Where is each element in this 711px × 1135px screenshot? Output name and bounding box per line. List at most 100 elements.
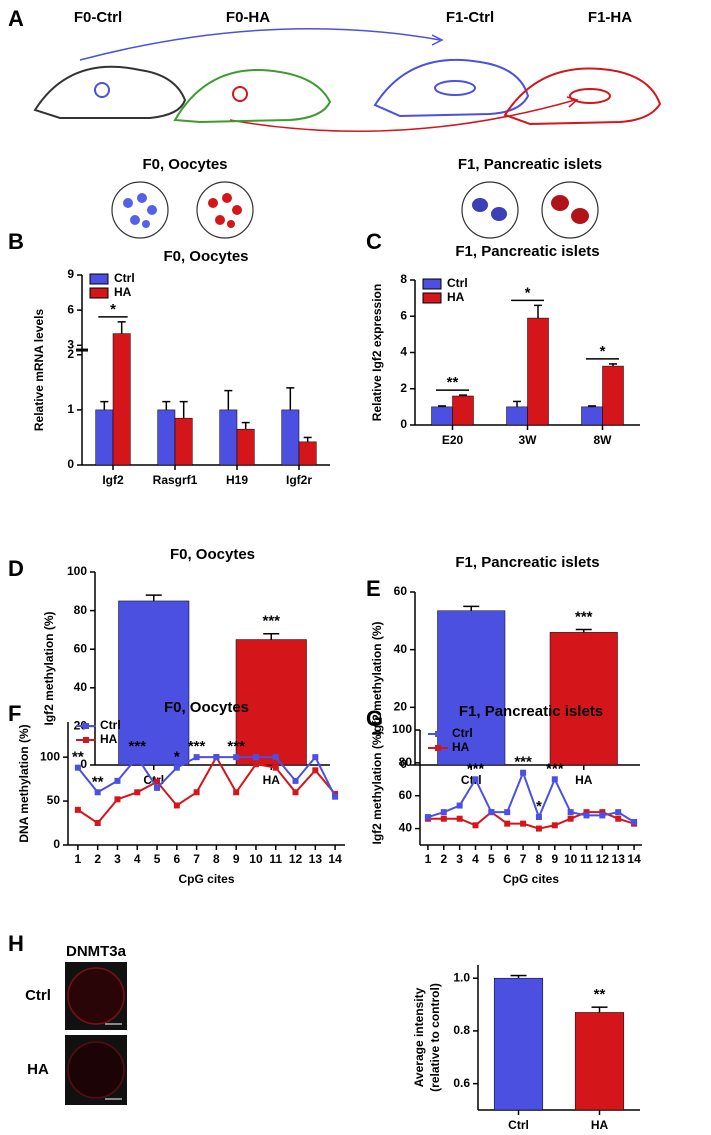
significance: ** [594,986,606,1003]
legend-marker [83,723,89,729]
marker [233,789,240,796]
significance: *** [128,738,146,755]
x-tick-label: 4 [134,852,141,866]
y-axis-label: DNA methylation (%) [17,724,31,842]
y-axis-label: Average intensity [412,987,426,1087]
panel-letter: B [8,229,24,254]
bar [574,1012,625,1111]
bar [437,610,506,766]
y-tick-label: 40 [399,821,413,835]
legend-swatch [422,278,442,290]
y-tick-label: 40 [394,642,408,656]
marker [252,761,259,768]
marker [213,754,220,761]
marker [332,793,339,800]
significance: ** [72,749,84,766]
bar [118,600,190,766]
x-tick-label: 1 [425,852,432,866]
series-line [77,755,336,825]
chart-title: F1, Pancreatic islets [455,243,599,260]
panel-h-images [65,962,127,1105]
marker [233,754,240,761]
caption: F0, Oocytes [142,156,227,173]
y-tick-label: 100 [40,749,60,763]
bar [235,639,307,766]
marker [567,815,574,822]
significance: * [525,284,531,301]
panel-letter: C [366,229,382,254]
marker [440,815,447,822]
x-tick-label: 3 [456,852,463,866]
panel-letter: E [366,576,381,601]
bar [157,409,176,466]
marker [456,802,463,809]
x-tick-label: 11 [580,852,593,866]
y-tick-label: 9 [67,267,74,281]
legend-label: HA [452,740,470,754]
group-label: F1-HA [588,9,632,26]
marker [312,754,319,761]
y-tick-label: 40 [74,680,88,694]
bar [95,409,114,466]
legend-swatch [422,292,442,304]
bar [174,417,193,466]
x-tick-label: 5 [154,852,161,866]
marker [173,802,180,809]
marker [134,754,141,761]
marker [551,822,558,829]
legend-label: Ctrl [100,718,121,732]
x-tick-label: Igf2 [102,473,124,487]
y-tick-label: 0 [400,757,407,771]
x-tick-label: 5 [488,852,495,866]
x-tick-label: HA [591,1118,609,1132]
x-tick-label: 3 [114,852,121,866]
legend-marker [435,745,441,751]
y-tick-label: 100 [392,722,412,736]
x-tick-label: Rasgrf1 [153,473,198,487]
significance: ** [447,374,459,391]
bar [431,406,453,426]
x-axis-label: CpG cites [178,872,234,886]
y-tick-label: 60 [399,788,413,802]
marker [114,796,121,803]
y-tick-label: 0 [400,417,407,431]
bar [298,441,317,466]
marker [583,812,590,819]
group-label: F0-Ctrl [74,9,122,26]
marker [252,754,259,761]
marker [567,809,574,816]
marker [193,789,200,796]
x-tick-label: H19 [226,473,248,487]
bar [219,409,238,466]
bar [581,406,603,426]
y-tick-label: 100 [67,564,87,578]
x-tick-label: 2 [440,852,447,866]
marker [520,820,527,827]
marker [504,820,511,827]
y-tick-label: 2 [67,347,74,361]
bar [236,428,255,466]
x-tick-label: 6 [173,852,180,866]
marker [312,767,319,774]
x-tick-label: 7 [193,852,200,866]
significance: * [600,343,606,360]
significance: *** [467,760,485,777]
x-tick-label: 14 [627,852,641,866]
x-tick-label: 8 [213,852,220,866]
y-tick-label: 0.8 [453,1023,470,1037]
chart-title: F0, Oocytes [170,546,255,563]
significance: * [536,798,542,815]
x-tick-label: 14 [328,852,342,866]
chart-title: F1, Pancreatic islets [459,703,603,720]
marker [154,784,161,791]
marker [599,809,606,816]
marker [535,814,542,821]
bar [527,317,549,426]
marker [631,819,638,825]
significance: *** [188,738,206,755]
legend-label: HA [447,290,465,304]
y-tick-label: 6 [67,302,74,316]
x-tick-label: 9 [551,852,558,866]
bar [493,977,544,1111]
x-tick-label: 13 [612,852,626,866]
